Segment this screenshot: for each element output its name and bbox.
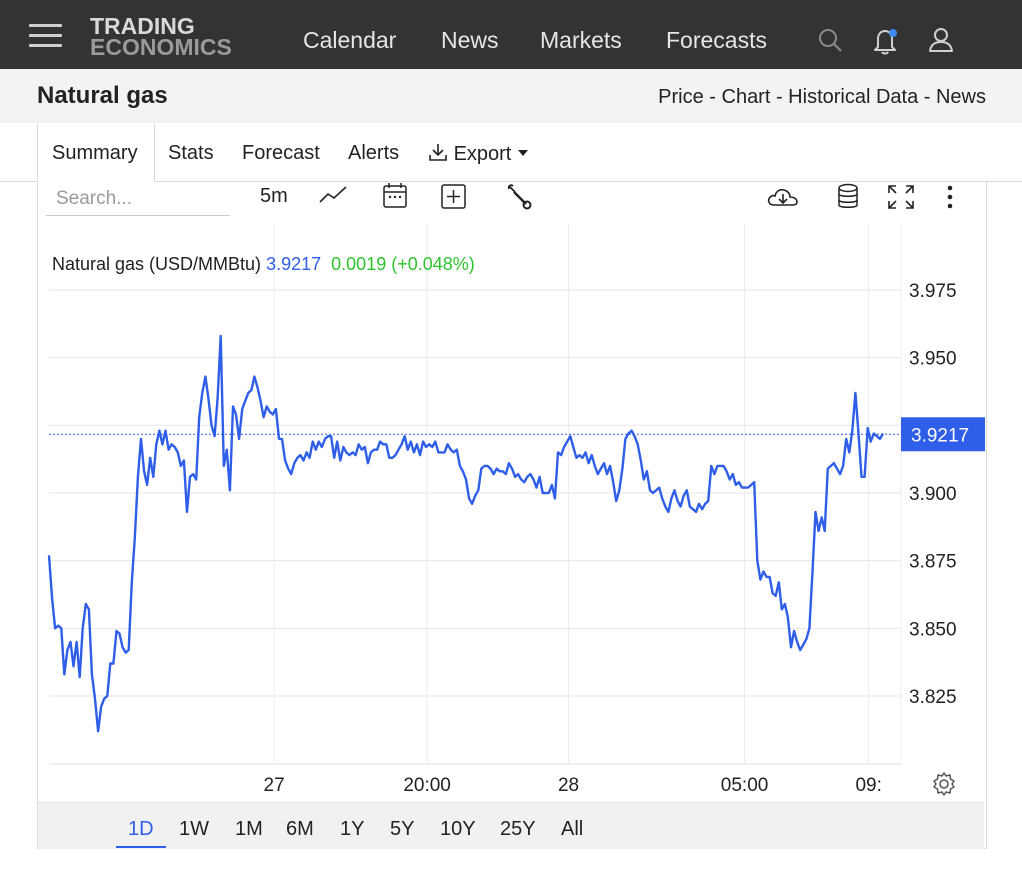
last-price-marker [901, 417, 985, 452]
range-1m[interactable]: 1M [235, 818, 263, 840]
calendar-icon[interactable] [382, 182, 408, 210]
y-tick-label: 3.950 [909, 349, 957, 370]
x-tick-label: 05:00 [721, 775, 769, 796]
hamburger-menu-icon[interactable] [29, 24, 62, 48]
y-tick-label: 3.900 [909, 484, 957, 505]
nav-link-markets[interactable]: Markets [540, 27, 622, 53]
nav-link-news[interactable]: News [441, 27, 499, 53]
x-tick-label: 27 [264, 775, 285, 796]
logo-line-1: TRADING [90, 13, 195, 39]
title-bar: Natural gas Price - Chart - Historical D… [0, 69, 1022, 123]
caret-down-icon [517, 150, 528, 156]
nav-link-calendar[interactable]: Calendar [303, 27, 397, 53]
chart-legend: Natural gas (USD/MMBtu) 3.9217 0.0019 (+… [52, 254, 475, 275]
settings-gear-icon[interactable] [931, 771, 957, 797]
chart-gridlines [49, 224, 902, 765]
search-icon[interactable] [817, 27, 845, 55]
logo-line-2: ECONOMICS [90, 34, 232, 60]
tabs-underline [153, 181, 1022, 182]
range-all[interactable]: All [561, 818, 584, 840]
y-tick-label: 3.975 [909, 281, 957, 302]
range-6m[interactable]: 6M [286, 818, 314, 840]
tab-export[interactable]: Export [428, 142, 529, 166]
tab-stats[interactable]: Stats [168, 142, 214, 164]
fullscreen-icon[interactable] [886, 183, 916, 211]
tab-export-label: Export [453, 143, 512, 165]
y-tick-label: 3.825 [909, 687, 957, 708]
page-title: Natural gas [37, 82, 168, 109]
symbol-search-input[interactable] [46, 185, 236, 213]
tab-summary-container [37, 124, 155, 182]
active-range-underline [116, 846, 166, 848]
add-indicator-icon[interactable] [440, 183, 468, 211]
chart-search[interactable] [46, 185, 236, 216]
tab-alerts[interactable]: Alerts [348, 142, 400, 164]
active-tab-gap [37, 181, 154, 183]
last-price-label: 3.9217 [911, 425, 969, 446]
nav-link-forecasts[interactable]: Forecasts [666, 27, 767, 53]
notification-bell-icon[interactable] [872, 26, 900, 56]
download-icon [429, 144, 447, 161]
range-1d[interactable]: 1D [128, 818, 154, 840]
range-10y[interactable]: 10Y [440, 818, 476, 840]
y-tick-label: 3.875 [909, 552, 957, 573]
wrench-icon[interactable] [505, 183, 533, 211]
x-tick-label: 09: [855, 775, 881, 796]
tab-summary[interactable]: Summary [52, 142, 138, 164]
cloud-download-icon[interactable] [766, 184, 800, 210]
range-5y[interactable]: 5Y [390, 818, 415, 840]
x-tick-label: 28 [558, 775, 579, 796]
legend-change: 0.0019 (+0.048%) [331, 254, 475, 274]
more-options-icon[interactable] [942, 184, 958, 210]
y-tick-label: 3.850 [909, 619, 957, 640]
x-axis-labels: 27 20:00 28 05:00 09: [264, 775, 882, 796]
range-selector-bar [38, 802, 984, 849]
top-navbar: TRADING ECONOMICS Calendar News Markets … [0, 0, 1022, 69]
database-icon[interactable] [836, 183, 860, 211]
legend-series-name: Natural gas (USD/MMBtu) [52, 254, 262, 274]
range-1y[interactable]: 1Y [340, 818, 365, 840]
user-account-icon[interactable] [927, 26, 955, 54]
interval-selector[interactable]: 5m [260, 185, 288, 207]
legend-price: 3.9217 [266, 254, 322, 274]
price-line-series [47, 334, 885, 733]
x-tick-label: 20:00 [403, 775, 451, 796]
breadcrumb-links[interactable]: Price - Chart - Historical Data - News [658, 86, 986, 108]
site-logo[interactable]: TRADING ECONOMICS [90, 13, 232, 60]
tab-forecast[interactable]: Forecast [242, 142, 320, 164]
range-25y[interactable]: 25Y [500, 818, 536, 840]
chart-type-line-icon[interactable] [318, 184, 348, 208]
range-1w[interactable]: 1W [179, 818, 209, 840]
